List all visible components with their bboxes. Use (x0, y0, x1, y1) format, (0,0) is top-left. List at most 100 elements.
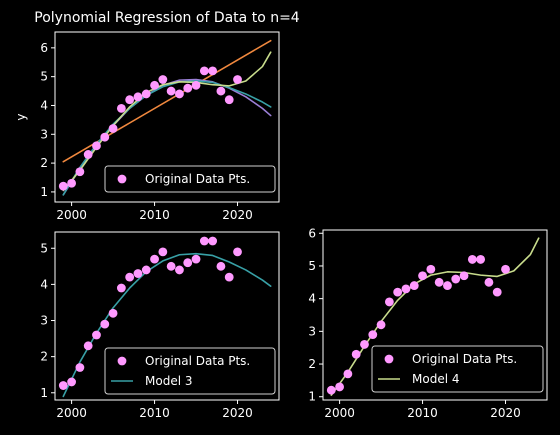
y-tick-label: 1 (308, 390, 316, 404)
data-point (409, 281, 419, 290)
model-lines (62, 252, 272, 398)
legend-label: Original Data Pts. (412, 352, 517, 366)
data-point (158, 75, 168, 84)
x-tick-label: 2010 (139, 208, 170, 222)
data-point (100, 132, 110, 142)
legend-box (371, 345, 544, 393)
data-point (141, 89, 151, 99)
chart-title: Polynomial Regression of Data to n=4 (34, 10, 300, 26)
data-point (67, 178, 76, 188)
data-point (418, 271, 427, 281)
model-line-1 (62, 252, 272, 398)
data-point (443, 281, 452, 290)
data-point (368, 330, 378, 340)
data-point (426, 264, 436, 274)
data-point (183, 258, 193, 268)
legend-marker-points (117, 174, 127, 184)
y-tick-label: 4 (308, 292, 316, 306)
data-point (492, 287, 502, 297)
data-point (199, 236, 209, 246)
chart-top-left: 2000 2010 2020 1 2 3 4 5 6 y Polynomial Regression… (14, 10, 300, 222)
axes-frame (54, 31, 280, 203)
data-point (175, 265, 184, 275)
y-tick-label: 2 (308, 357, 316, 371)
data-point (351, 349, 361, 359)
axes-frame (322, 229, 548, 401)
legend: Original Data Pts. Model 4 (371, 345, 544, 393)
y-tick-label: 1 (40, 386, 48, 400)
model-line-3 (62, 80, 272, 196)
legend-marker-points (117, 356, 127, 366)
data-point (150, 80, 159, 90)
data-point (434, 277, 444, 287)
y-tick-label: 1 (40, 185, 48, 199)
y-tick-label: 4 (40, 277, 48, 291)
chart-bottom-left: 2000 2010 2020 1 2 3 4 5 Original Data Pts. Model… (40, 231, 280, 420)
x-tick-label: 2000 (56, 208, 87, 222)
data-point (141, 265, 151, 275)
data-point (343, 369, 353, 379)
data-point (108, 124, 118, 133)
legend-label: Original Data Pts. (145, 172, 250, 186)
x-tick-label: 2020 (222, 406, 253, 420)
data-point (501, 264, 510, 274)
data-point (116, 283, 126, 293)
y-axis-label: y (14, 113, 28, 120)
y-tick-label: 2 (40, 350, 48, 364)
x-tick-label: 2010 (407, 406, 438, 420)
data-point (100, 319, 110, 329)
data-points (58, 236, 242, 390)
data-point (476, 255, 486, 264)
x-tick-label: 2010 (139, 406, 170, 420)
legend-marker-points (384, 354, 394, 364)
data-point (360, 340, 369, 349)
data-point (116, 103, 126, 113)
y-tick-label: 3 (40, 127, 48, 141)
data-point (183, 83, 193, 93)
legend-box (104, 347, 276, 395)
data-point (384, 297, 394, 307)
data-point (216, 86, 226, 96)
data-point (376, 320, 386, 330)
legend-label: Original Data Pts. (145, 354, 250, 368)
data-point (83, 341, 93, 351)
data-point (125, 95, 135, 105)
data-point (58, 181, 68, 191)
y-tick-label: 3 (308, 324, 316, 338)
y-tick-label: 4 (40, 98, 48, 112)
data-point (393, 287, 403, 297)
data-point (83, 150, 93, 159)
data-point (459, 271, 469, 281)
data-point (451, 274, 461, 284)
data-point (401, 284, 411, 294)
legend: Original Data Pts. (104, 165, 276, 193)
data-point (150, 254, 159, 264)
data-points (326, 255, 510, 395)
y-tick-label: 6 (308, 226, 316, 240)
y-tick-label: 6 (40, 41, 48, 55)
data-point (175, 89, 184, 99)
chart-bottom-right: 2000 2010 2020 1 2 3 4 5 6 Original Data Pts. Mode… (308, 226, 548, 420)
data-point (158, 247, 168, 257)
legend: Original Data Pts. Model 3 (104, 347, 276, 395)
data-point (216, 261, 226, 271)
axes-frame (54, 231, 280, 401)
data-point (191, 254, 201, 264)
data-point (133, 269, 143, 278)
y-tick-label: 2 (40, 156, 48, 170)
data-point (326, 385, 336, 395)
data-point (125, 272, 135, 282)
data-point (467, 255, 477, 264)
data-point (166, 261, 176, 271)
y-tick-label: 5 (308, 259, 316, 273)
data-point (208, 236, 218, 246)
data-point (75, 167, 85, 177)
data-point (335, 382, 344, 392)
x-tick-label: 2000 (324, 406, 355, 420)
data-point (108, 308, 118, 318)
data-point (224, 95, 234, 105)
data-point (199, 66, 209, 76)
legend-label: Model 4 (412, 372, 459, 386)
legend-box (104, 165, 276, 193)
